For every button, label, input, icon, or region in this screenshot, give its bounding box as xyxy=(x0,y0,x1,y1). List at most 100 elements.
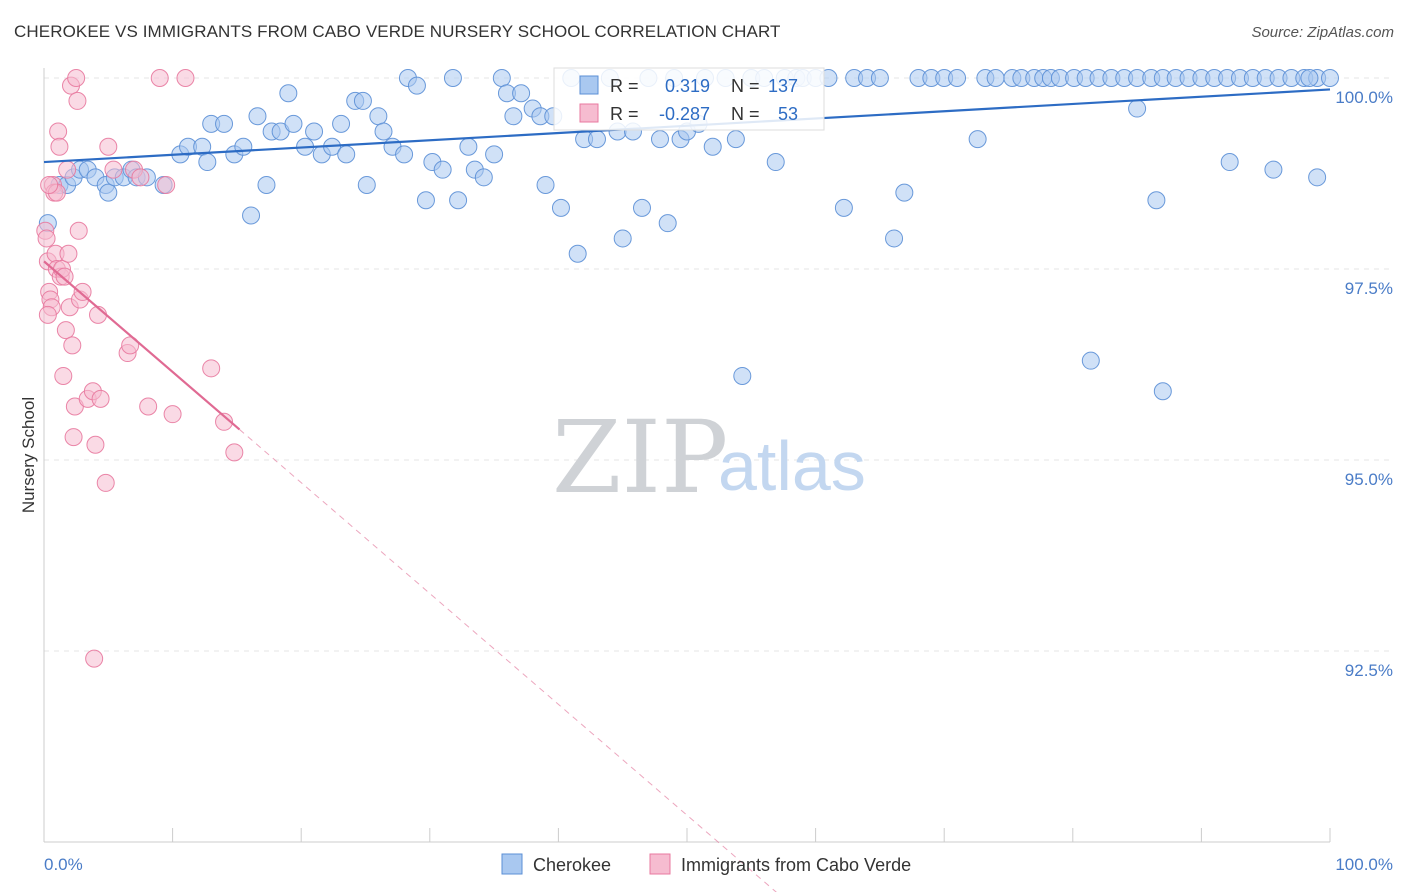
stats-r-value-cabo-verde: -0.287 xyxy=(659,104,710,124)
point-cabo-verde xyxy=(104,160,123,179)
point-cherokee xyxy=(733,366,752,385)
point-cabo-verde xyxy=(157,175,176,194)
point-cherokee xyxy=(257,175,276,194)
point-cherokee xyxy=(948,69,967,87)
point-cherokee xyxy=(726,130,745,149)
point-cherokee xyxy=(1081,351,1100,370)
point-cherokee xyxy=(613,229,632,248)
point-cherokee xyxy=(416,191,435,210)
point-cherokee xyxy=(374,122,393,141)
point-cherokee xyxy=(332,114,351,133)
point-cherokee xyxy=(242,206,261,225)
stats-n-value-cabo-verde: 53 xyxy=(778,104,798,124)
point-cabo-verde xyxy=(37,229,56,248)
point-cherokee xyxy=(986,69,1005,87)
point-cabo-verde xyxy=(150,69,169,87)
watermark-zip: ZIP xyxy=(552,399,728,516)
point-cabo-verde xyxy=(215,412,234,431)
point-cabo-verde xyxy=(96,473,115,492)
point-cabo-verde xyxy=(49,122,68,141)
stats-legend: R = 0.319 N = 137 R = -0.287 N = 53 xyxy=(553,67,825,131)
x-tick-label-min: 0.0% xyxy=(44,855,83,874)
y-axis-title: Nursery School xyxy=(19,397,38,513)
point-cherokee xyxy=(658,214,677,233)
point-cherokee xyxy=(215,114,234,133)
point-cherokee xyxy=(357,175,376,194)
point-cabo-verde xyxy=(67,69,86,87)
point-cherokee xyxy=(504,107,523,126)
legend-label-cabo-verde: Immigrants from Cabo Verde xyxy=(681,855,911,875)
point-cherokee xyxy=(284,114,303,133)
point-cherokee xyxy=(512,84,531,103)
point-cherokee xyxy=(1147,191,1166,210)
stats-r-label-cabo-verde: R = xyxy=(610,104,639,124)
stats-legend-frame xyxy=(553,67,825,131)
point-cherokee xyxy=(198,153,217,172)
point-cabo-verde xyxy=(139,397,158,416)
point-cherokee xyxy=(443,69,462,87)
point-cabo-verde xyxy=(99,137,118,156)
point-cabo-verde xyxy=(225,443,244,462)
point-cherokee xyxy=(834,198,853,217)
y-tick-label: 97.5% xyxy=(1345,279,1393,298)
point-cherokee xyxy=(449,191,468,210)
point-cherokee xyxy=(968,130,987,149)
point-cherokee xyxy=(99,183,118,202)
point-cherokee xyxy=(369,107,388,126)
point-cherokee xyxy=(1220,153,1239,172)
point-cherokee xyxy=(568,244,587,263)
point-cabo-verde xyxy=(56,321,75,340)
point-cherokee xyxy=(305,122,324,141)
legend-swatch-cherokee xyxy=(501,853,523,875)
point-cabo-verde xyxy=(58,160,77,179)
point-cherokee xyxy=(1128,99,1147,118)
point-cabo-verde xyxy=(91,389,110,408)
point-cherokee xyxy=(395,145,414,164)
point-cabo-verde xyxy=(202,359,221,378)
point-cherokee xyxy=(536,175,555,194)
grid-lines xyxy=(44,77,1392,652)
stats-r-value-cherokee: 0.319 xyxy=(665,76,710,96)
point-cabo-verde xyxy=(50,137,69,156)
point-cabo-verde xyxy=(176,69,195,87)
point-cabo-verde xyxy=(163,405,182,424)
stats-swatch-cherokee xyxy=(579,75,599,95)
point-cherokee xyxy=(885,229,904,248)
point-cherokee xyxy=(895,183,914,202)
point-cherokee xyxy=(353,91,372,110)
point-cherokee xyxy=(703,137,722,156)
point-cherokee xyxy=(492,69,511,87)
point-cherokee xyxy=(551,198,570,217)
point-cherokee xyxy=(433,160,452,179)
point-cherokee xyxy=(485,145,504,164)
point-cabo-verde xyxy=(40,175,59,194)
point-cabo-verde xyxy=(131,168,150,187)
point-cherokee xyxy=(407,76,426,95)
stats-n-label-cabo-verde: N = xyxy=(731,104,760,124)
point-cabo-verde xyxy=(64,428,83,447)
data-points xyxy=(36,69,1339,668)
chart-source: Source: ZipAtlas.com xyxy=(1251,24,1394,41)
legend-swatch-cabo-verde xyxy=(649,853,671,875)
point-cherokee xyxy=(632,198,651,217)
point-cherokee xyxy=(1321,69,1339,87)
trend-line-cabo-verde xyxy=(43,260,241,431)
stats-swatch-cabo-verde xyxy=(579,103,599,123)
point-cherokee xyxy=(870,69,889,87)
point-cabo-verde xyxy=(121,336,140,355)
point-cherokee xyxy=(766,153,785,172)
point-cherokee xyxy=(650,130,669,149)
x-tick-label-max: 100.0% xyxy=(1335,855,1393,874)
point-cherokee xyxy=(248,107,267,126)
point-cherokee xyxy=(1264,160,1283,179)
point-cherokee xyxy=(1308,168,1327,187)
axes xyxy=(43,68,1331,843)
point-cabo-verde xyxy=(85,649,104,668)
watermark: ZIP atlas xyxy=(552,399,866,516)
trend-extension-cabo-verde xyxy=(239,429,777,892)
y-tick-labels: 100.0% 97.5% 95.0% 92.5% xyxy=(1335,88,1393,680)
point-cabo-verde xyxy=(38,305,57,324)
stats-r-label-cherokee: R = xyxy=(610,76,639,96)
point-cherokee xyxy=(459,137,478,156)
